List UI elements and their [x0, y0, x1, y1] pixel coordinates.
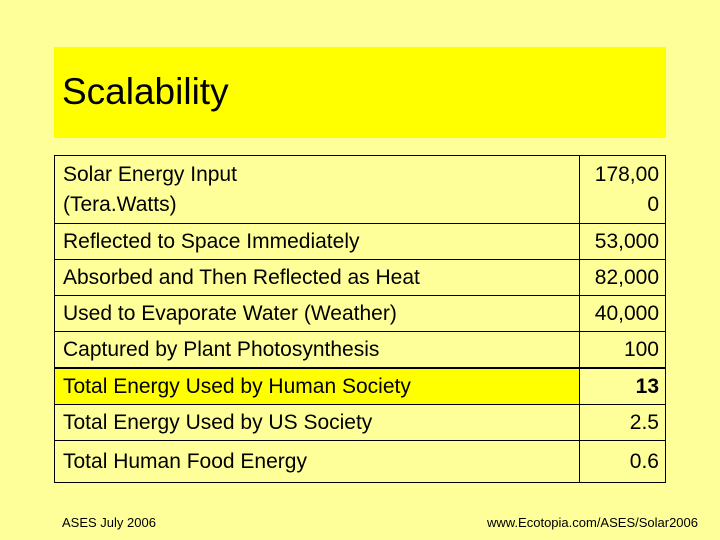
row-value: 178,00 0: [579, 155, 666, 224]
footer-url: www.Ecotopia.com/ASES/Solar2006: [487, 515, 698, 530]
row-value: 100: [579, 331, 666, 369]
table-row: Total Human Food Energy 0.6: [54, 440, 666, 483]
table-row-highlighted: Total Energy Used by Human Society 13: [54, 367, 666, 405]
row-label: Used to Evaporate Water (Weather): [54, 295, 580, 332]
row-value: 82,000: [579, 259, 666, 296]
row-label: Total Human Food Energy: [54, 440, 580, 483]
row-value: 0.6: [579, 440, 666, 483]
row-value-line: 178,00: [594, 162, 659, 186]
row-label: Solar Energy Input (Tera.Watts): [54, 155, 580, 224]
title-band: Scalability: [54, 47, 666, 138]
row-label: Captured by Plant Photosynthesis: [54, 331, 580, 369]
row-label-line: (Tera.Watts): [63, 192, 177, 216]
table-row: Captured by Plant Photosynthesis 100: [54, 331, 666, 369]
table-row: Used to Evaporate Water (Weather) 40,000: [54, 295, 666, 332]
row-label: Absorbed and Then Reflected as Heat: [54, 259, 580, 296]
table-row: Total Energy Used by US Society 2.5: [54, 404, 666, 441]
row-value: 40,000: [579, 295, 666, 332]
row-value: 53,000: [579, 223, 666, 260]
table-row: Reflected to Space Immediately 53,000: [54, 223, 666, 260]
energy-table: Solar Energy Input (Tera.Watts) 178,00 0…: [54, 155, 666, 483]
row-value-line: 0: [647, 192, 659, 216]
row-value: 13: [579, 367, 666, 405]
row-value: 2.5: [579, 404, 666, 441]
row-label-line: Solar Energy Input: [63, 162, 237, 186]
row-label: Reflected to Space Immediately: [54, 223, 580, 260]
table-row: Absorbed and Then Reflected as Heat 82,0…: [54, 259, 666, 296]
footer-date: ASES July 2006: [62, 515, 156, 530]
row-label: Total Energy Used by US Society: [54, 404, 580, 441]
table-row: Solar Energy Input (Tera.Watts) 178,00 0: [54, 155, 666, 224]
row-label: Total Energy Used by Human Society: [54, 367, 580, 405]
slide-title: Scalability: [62, 71, 229, 112]
